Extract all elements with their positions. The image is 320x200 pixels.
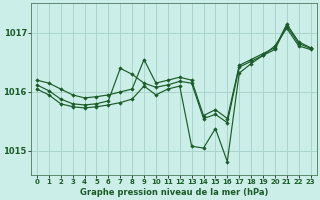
X-axis label: Graphe pression niveau de la mer (hPa): Graphe pression niveau de la mer (hPa) [80,188,268,197]
